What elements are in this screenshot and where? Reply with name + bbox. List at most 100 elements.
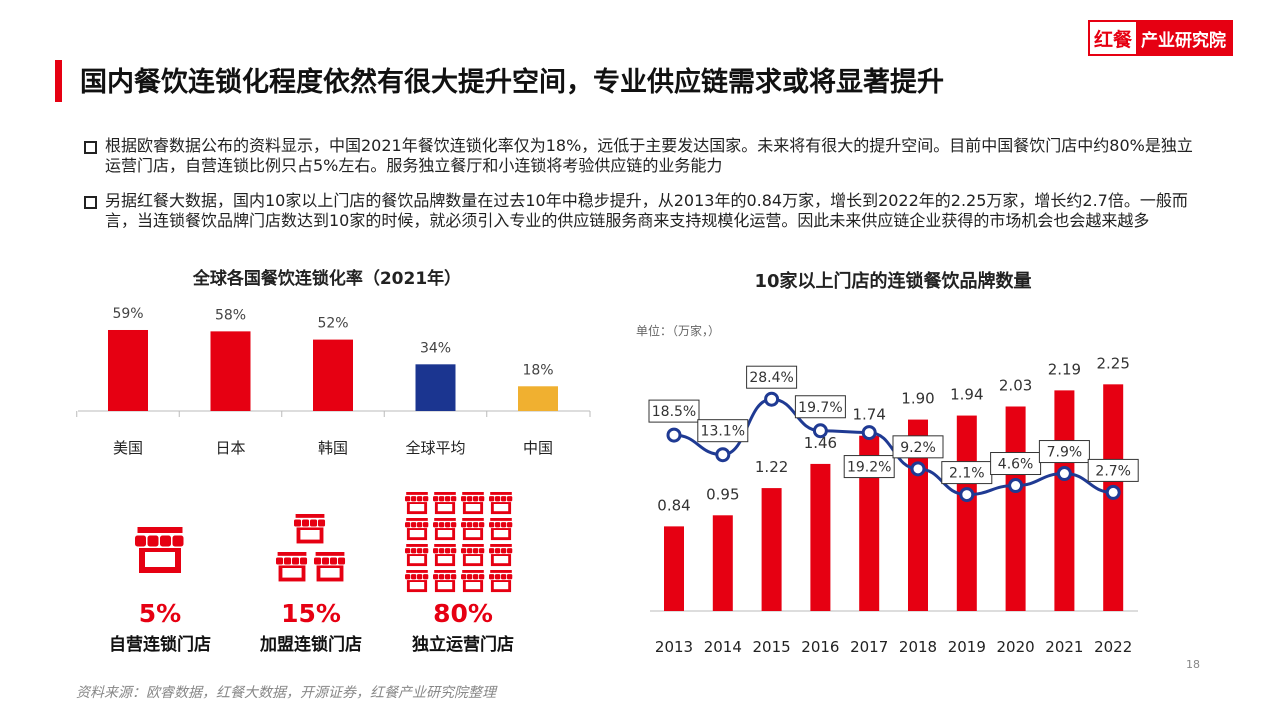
shop-awning xyxy=(507,548,513,554)
shop-awning xyxy=(489,548,495,554)
shop-roof xyxy=(462,570,484,573)
shop-awning xyxy=(495,574,501,580)
shop-window xyxy=(437,556,453,564)
shop-awning xyxy=(172,535,184,547)
bullet-text: 根据欧睿数据公布的资料显示，中国2021年餐饮连锁化率仅为18%，远低于主要发达… xyxy=(105,136,1193,175)
shop-awning xyxy=(411,496,417,502)
x-tick-label: 中国 xyxy=(523,439,553,457)
shop-awning xyxy=(479,522,485,528)
x-tick-label: 2020 xyxy=(997,638,1035,656)
shop-window xyxy=(437,582,453,590)
x-tick-label: 2021 xyxy=(1045,638,1083,656)
value-label: 58% xyxy=(215,307,246,323)
x-tick-label: 2016 xyxy=(801,638,839,656)
shop-window xyxy=(300,530,320,540)
shop-awning xyxy=(507,574,513,580)
shop-roof xyxy=(434,518,456,521)
shop-window xyxy=(409,556,425,564)
stat-label: 加盟连锁门店 xyxy=(259,634,362,655)
value-label: 0.84 xyxy=(657,496,690,514)
shop-awning xyxy=(433,522,439,528)
x-tick-label: 日本 xyxy=(215,439,245,457)
value-label: 13.1% xyxy=(701,424,745,440)
shop-roof xyxy=(295,514,325,518)
shop-awning xyxy=(467,496,473,502)
x-tick-label: 韩国 xyxy=(318,439,348,457)
value-label: 19.2% xyxy=(847,460,891,476)
shop-awning xyxy=(439,574,445,580)
label-box xyxy=(648,399,700,423)
label-box xyxy=(843,455,895,479)
shop-window xyxy=(409,582,425,590)
bullet-icon xyxy=(84,141,97,154)
line-marker xyxy=(1008,478,1024,494)
shop-awning xyxy=(276,557,284,565)
shop-awning xyxy=(467,548,473,554)
label-box xyxy=(746,365,798,389)
line-marker xyxy=(666,427,682,443)
shop-awning xyxy=(135,535,146,547)
shop-roof xyxy=(490,570,512,573)
shop-awning xyxy=(445,496,451,502)
shop-awning xyxy=(495,496,501,502)
shop-awning xyxy=(405,522,411,528)
value-label: 28.4% xyxy=(749,370,793,386)
shop-awning xyxy=(467,574,473,580)
shop-awning xyxy=(489,496,495,502)
shop-awning xyxy=(451,496,457,502)
shop-awning xyxy=(314,557,322,565)
shop-awning xyxy=(451,522,457,528)
shop-window xyxy=(437,504,453,512)
shop-awning xyxy=(411,522,417,528)
shop-awning xyxy=(501,548,507,554)
shop-awning xyxy=(479,574,485,580)
stat-value: 80% xyxy=(433,599,493,628)
shop-window xyxy=(409,530,425,538)
shop-awning xyxy=(501,522,507,528)
shop-awning xyxy=(489,522,495,528)
value-label: 2.25 xyxy=(1096,354,1129,372)
shop-awning xyxy=(318,519,326,527)
shop-awning xyxy=(495,522,501,528)
logo-brand: 红餐 xyxy=(1094,29,1133,51)
shop-window xyxy=(465,556,481,564)
shop-awning xyxy=(433,496,439,502)
title-accent xyxy=(55,60,62,102)
shop-awning xyxy=(423,522,429,528)
shop-roof xyxy=(137,527,183,533)
shop-roof xyxy=(434,570,456,573)
shop-roof xyxy=(462,544,484,547)
x-tick-label: 全球平均 xyxy=(405,439,465,457)
value-label: 34% xyxy=(420,340,451,356)
shop-awning xyxy=(417,548,423,554)
shop-awning xyxy=(473,548,479,554)
unit-label: 单位：（万家，） xyxy=(636,323,720,338)
page-number: 18 xyxy=(1186,658,1200,671)
shop-awning xyxy=(411,574,417,580)
shop-window xyxy=(465,530,481,538)
shop-window xyxy=(320,568,340,578)
shop-window xyxy=(493,504,509,512)
bar xyxy=(1005,406,1026,611)
shop-awning xyxy=(433,548,439,554)
bar xyxy=(859,435,880,611)
x-tick-label: 2014 xyxy=(704,638,742,656)
stat-value: 15% xyxy=(281,599,341,628)
shop-awning xyxy=(405,574,411,580)
value-label: 1.74 xyxy=(852,406,885,424)
bar xyxy=(313,339,353,411)
stat-value: 5% xyxy=(139,599,181,628)
shop-awning xyxy=(445,522,451,528)
shop-awning xyxy=(445,548,451,554)
shop-awning xyxy=(310,519,318,527)
x-tick-label: 2018 xyxy=(899,638,937,656)
shop-awning xyxy=(322,557,330,565)
label-box xyxy=(1038,440,1090,464)
shop-awning xyxy=(292,557,300,565)
value-label: 1.94 xyxy=(950,386,983,404)
shop-awning xyxy=(300,557,308,565)
bar xyxy=(664,526,684,611)
shop-window xyxy=(465,582,481,590)
shop-awning xyxy=(302,519,310,527)
